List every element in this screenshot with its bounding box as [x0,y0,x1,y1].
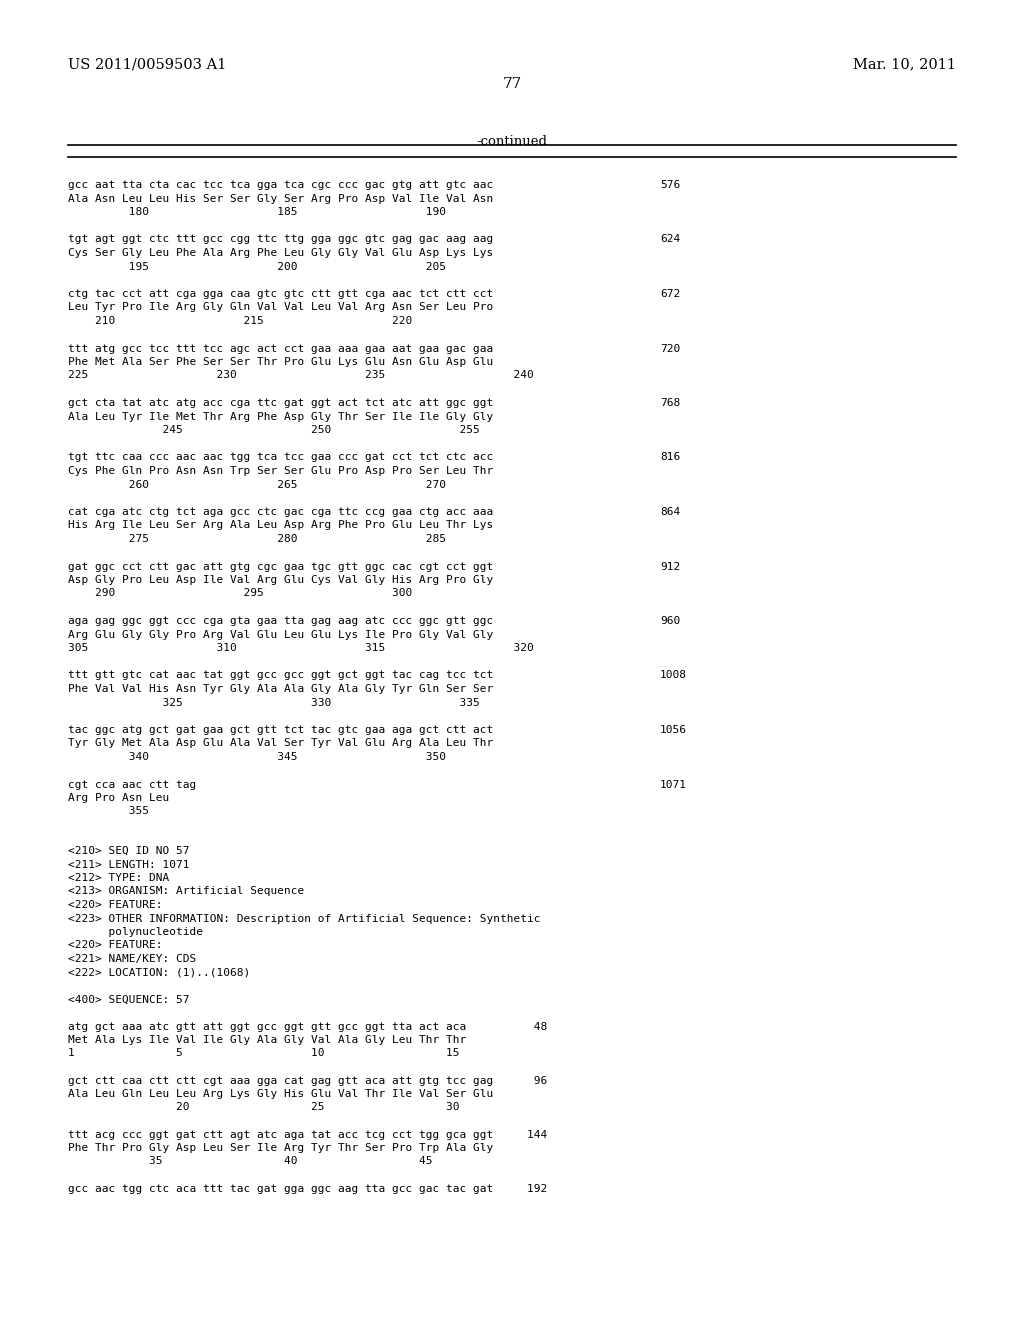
Text: 816: 816 [660,453,680,462]
Text: -continued: -continued [476,135,548,148]
Text: Asp Gly Pro Leu Asp Ile Val Arg Glu Cys Val Gly His Arg Pro Gly: Asp Gly Pro Leu Asp Ile Val Arg Glu Cys … [68,576,494,585]
Text: tac ggc atg gct gat gaa gct gtt tct tac gtc gaa aga gct ctt act: tac ggc atg gct gat gaa gct gtt tct tac … [68,725,494,735]
Text: 225                   230                   235                   240: 225 230 235 240 [68,371,534,380]
Text: gct ctt caa ctt ctt cgt aaa gga cat gag gtt aca att gtg tcc gag      96: gct ctt caa ctt ctt cgt aaa gga cat gag … [68,1076,547,1085]
Text: 672: 672 [660,289,680,300]
Text: <221> NAME/KEY: CDS: <221> NAME/KEY: CDS [68,954,197,964]
Text: 1008: 1008 [660,671,687,681]
Text: Met Ala Lys Ile Val Ile Gly Ala Gly Val Ala Gly Leu Thr Thr: Met Ala Lys Ile Val Ile Gly Ala Gly Val … [68,1035,466,1045]
Text: ttt acg ccc ggt gat ctt agt atc aga tat acc tcg cct tgg gca ggt     144: ttt acg ccc ggt gat ctt agt atc aga tat … [68,1130,547,1139]
Text: Cys Ser Gly Leu Phe Ala Arg Phe Leu Gly Gly Val Glu Asp Lys Lys: Cys Ser Gly Leu Phe Ala Arg Phe Leu Gly … [68,248,494,257]
Text: Phe Met Ala Ser Phe Ser Ser Thr Pro Glu Lys Glu Asn Glu Asp Glu: Phe Met Ala Ser Phe Ser Ser Thr Pro Glu … [68,356,494,367]
Text: 340                   345                   350: 340 345 350 [68,752,446,762]
Text: ttt gtt gtc cat aac tat ggt gcc gcc ggt gct ggt tac cag tcc tct: ttt gtt gtc cat aac tat ggt gcc gcc ggt … [68,671,494,681]
Text: tgt ttc caa ccc aac aac tgg tca tcc gaa ccc gat cct tct ctc acc: tgt ttc caa ccc aac aac tgg tca tcc gaa … [68,453,494,462]
Text: 960: 960 [660,616,680,626]
Text: polynucleotide: polynucleotide [68,927,203,937]
Text: 355: 355 [68,807,150,817]
Text: gcc aat tta cta cac tcc tca gga tca cgc ccc gac gtg att gtc aac: gcc aat tta cta cac tcc tca gga tca cgc … [68,180,494,190]
Text: Arg Glu Gly Gly Pro Arg Val Glu Leu Glu Lys Ile Pro Gly Val Gly: Arg Glu Gly Gly Pro Arg Val Glu Leu Glu … [68,630,494,639]
Text: Arg Pro Asn Leu: Arg Pro Asn Leu [68,793,169,803]
Text: 768: 768 [660,399,680,408]
Text: 195                   200                   205: 195 200 205 [68,261,446,272]
Text: Leu Tyr Pro Ile Arg Gly Gln Val Val Leu Val Arg Asn Ser Leu Pro: Leu Tyr Pro Ile Arg Gly Gln Val Val Leu … [68,302,494,313]
Text: Ala Asn Leu Leu His Ser Ser Gly Ser Arg Pro Asp Val Ile Val Asn: Ala Asn Leu Leu His Ser Ser Gly Ser Arg … [68,194,494,203]
Text: <211> LENGTH: 1071: <211> LENGTH: 1071 [68,859,189,870]
Text: gat ggc cct ctt gac att gtg cgc gaa tgc gtt ggc cac cgt cct ggt: gat ggc cct ctt gac att gtg cgc gaa tgc … [68,561,494,572]
Text: <220> FEATURE:: <220> FEATURE: [68,940,163,950]
Text: cat cga atc ctg tct aga gcc ctc gac cga ttc ccg gaa ctg acc aaa: cat cga atc ctg tct aga gcc ctc gac cga … [68,507,494,517]
Text: 1071: 1071 [660,780,687,789]
Text: Phe Val Val His Asn Tyr Gly Ala Ala Gly Ala Gly Tyr Gln Ser Ser: Phe Val Val His Asn Tyr Gly Ala Ala Gly … [68,684,494,694]
Text: <220> FEATURE:: <220> FEATURE: [68,900,163,909]
Text: atg gct aaa atc gtt att ggt gcc ggt gtt gcc ggt tta act aca          48: atg gct aaa atc gtt att ggt gcc ggt gtt … [68,1022,547,1031]
Text: Mar. 10, 2011: Mar. 10, 2011 [853,57,956,71]
Text: 1               5                   10                  15: 1 5 10 15 [68,1048,460,1059]
Text: 180                   185                   190: 180 185 190 [68,207,446,216]
Text: Ala Leu Tyr Ile Met Thr Arg Phe Asp Gly Thr Ser Ile Ile Gly Gly: Ala Leu Tyr Ile Met Thr Arg Phe Asp Gly … [68,412,494,421]
Text: 305                   310                   315                   320: 305 310 315 320 [68,643,534,653]
Text: <400> SEQUENCE: 57: <400> SEQUENCE: 57 [68,994,189,1005]
Text: His Arg Ile Leu Ser Arg Ala Leu Asp Arg Phe Pro Glu Leu Thr Lys: His Arg Ile Leu Ser Arg Ala Leu Asp Arg … [68,520,494,531]
Text: 275                   280                   285: 275 280 285 [68,535,446,544]
Text: 912: 912 [660,561,680,572]
Text: ctg tac cct att cga gga caa gtc gtc ctt gtt cga aac tct ctt cct: ctg tac cct att cga gga caa gtc gtc ctt … [68,289,494,300]
Text: <212> TYPE: DNA: <212> TYPE: DNA [68,873,169,883]
Text: 1056: 1056 [660,725,687,735]
Text: 20                  25                  30: 20 25 30 [68,1102,460,1113]
Text: <213> ORGANISM: Artificial Sequence: <213> ORGANISM: Artificial Sequence [68,887,304,896]
Text: ttt atg gcc tcc ttt tcc agc act cct gaa aaa gaa aat gaa gac gaa: ttt atg gcc tcc ttt tcc agc act cct gaa … [68,343,494,354]
Text: 864: 864 [660,507,680,517]
Text: US 2011/0059503 A1: US 2011/0059503 A1 [68,57,226,71]
Text: 325                   330                   335: 325 330 335 [68,697,480,708]
Text: 290                   295                   300: 290 295 300 [68,589,413,598]
Text: Cys Phe Gln Pro Asn Asn Trp Ser Ser Glu Pro Asp Pro Ser Leu Thr: Cys Phe Gln Pro Asn Asn Trp Ser Ser Glu … [68,466,494,477]
Text: 260                   265                   270: 260 265 270 [68,479,446,490]
Text: <222> LOCATION: (1)..(1068): <222> LOCATION: (1)..(1068) [68,968,250,978]
Text: 210                   215                   220: 210 215 220 [68,315,413,326]
Text: 35                  40                  45: 35 40 45 [68,1156,432,1167]
Text: <223> OTHER INFORMATION: Description of Artificial Sequence: Synthetic: <223> OTHER INFORMATION: Description of … [68,913,541,924]
Text: 720: 720 [660,343,680,354]
Text: Tyr Gly Met Ala Asp Glu Ala Val Ser Tyr Val Glu Arg Ala Leu Thr: Tyr Gly Met Ala Asp Glu Ala Val Ser Tyr … [68,738,494,748]
Text: 77: 77 [503,77,521,91]
Text: 576: 576 [660,180,680,190]
Text: 624: 624 [660,235,680,244]
Text: 245                   250                   255: 245 250 255 [68,425,480,436]
Text: gct cta tat atc atg acc cga ttc gat ggt act tct atc att ggc ggt: gct cta tat atc atg acc cga ttc gat ggt … [68,399,494,408]
Text: aga gag ggc ggt ccc cga gta gaa tta gag aag atc ccc ggc gtt ggc: aga gag ggc ggt ccc cga gta gaa tta gag … [68,616,494,626]
Text: gcc aac tgg ctc aca ttt tac gat gga ggc aag tta gcc gac tac gat     192: gcc aac tgg ctc aca ttt tac gat gga ggc … [68,1184,547,1193]
Text: cgt cca aac ctt tag: cgt cca aac ctt tag [68,780,197,789]
Text: tgt agt ggt ctc ttt gcc cgg ttc ttg gga ggc gtc gag gac aag aag: tgt agt ggt ctc ttt gcc cgg ttc ttg gga … [68,235,494,244]
Text: <210> SEQ ID NO 57: <210> SEQ ID NO 57 [68,846,189,855]
Text: Ala Leu Gln Leu Leu Arg Lys Gly His Glu Val Thr Ile Val Ser Glu: Ala Leu Gln Leu Leu Arg Lys Gly His Glu … [68,1089,494,1100]
Text: Phe Thr Pro Gly Asp Leu Ser Ile Arg Tyr Thr Ser Pro Trp Ala Gly: Phe Thr Pro Gly Asp Leu Ser Ile Arg Tyr … [68,1143,494,1152]
